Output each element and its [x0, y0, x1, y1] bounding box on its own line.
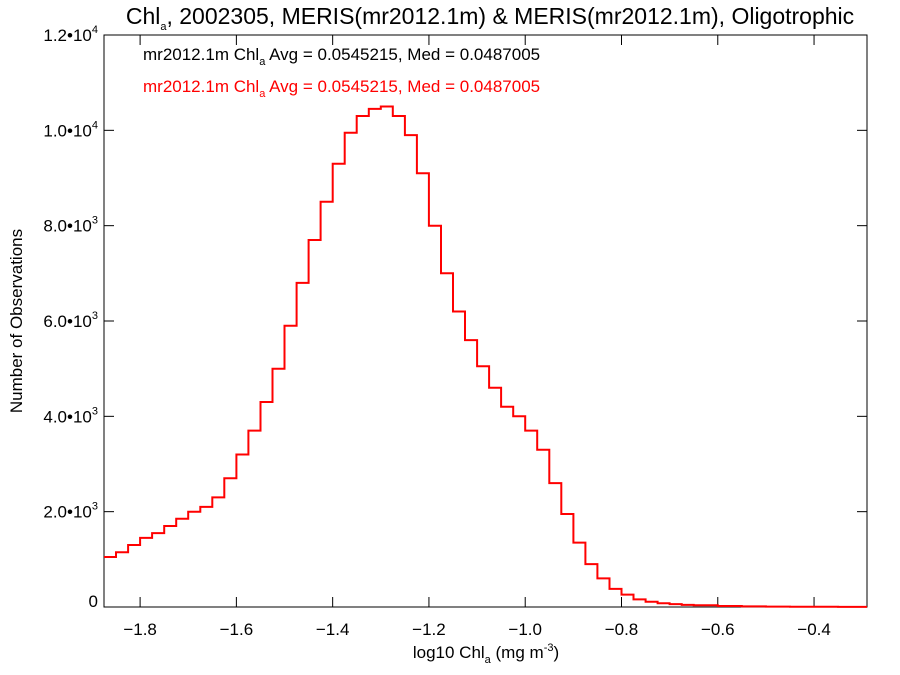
x-tick-label: −0.8 — [605, 620, 639, 639]
series-line-mr2012-1m — [104, 105, 867, 608]
x-tick-label: −0.4 — [797, 620, 831, 639]
legend-entry-1-main: mr2012.1m Chl — [143, 77, 259, 96]
legend-entry-0: mr2012.1m Chla Avg = 0.0545215, Med = 0.… — [143, 45, 540, 68]
x-axis-ticks: −1.8 −1.6 −1.4 −1.2 −1.0 −0.8 −0.6 −0.4 — [123, 35, 831, 639]
legend-entry-1-subscript: a — [259, 88, 266, 100]
y-tick-label: 8.0•103 — [43, 215, 98, 236]
legend-entry-1: mr2012.1m Chla Avg = 0.0545215, Med = 0.… — [143, 77, 540, 100]
legend-entry-1-rest: Avg = 0.0545215, Med = 0.0487005 — [265, 77, 540, 96]
x-axis-label-close: ) — [553, 643, 559, 662]
x-axis-label-main: log10 Chl — [413, 643, 485, 662]
x-axis-label-unit-superscript: -3 — [544, 642, 554, 654]
y-tick-label: 0 — [89, 592, 98, 611]
x-tick-label: −0.6 — [701, 620, 735, 639]
x-axis-label-unit: (mg m — [491, 643, 544, 662]
y-axis-label: Number of Observations — [7, 229, 26, 413]
x-tick-label: −1.2 — [412, 620, 446, 639]
x-tick-label: −1.0 — [508, 620, 542, 639]
y-tick-label: 2.0•103 — [43, 501, 98, 522]
y-tick-label: 1.0•104 — [43, 119, 98, 140]
legend-entry-0-main: mr2012.1m Chl — [143, 45, 259, 64]
legend-entry-0-rest: Avg = 0.0545215, Med = 0.0487005 — [265, 45, 540, 64]
chart-title: Chla, 2002305, MERIS(mr2012.1m) & MERIS(… — [126, 3, 854, 33]
chart-title-prefix-subscript: a — [160, 21, 167, 33]
y-tick-label: 4.0•103 — [43, 405, 98, 426]
x-axis-label: log10 Chla (mg m-3) — [413, 642, 559, 666]
y-axis-ticks: 0 2.0•103 4.0•103 6.0•103 8.0•103 1.0•104 1.2•… — [43, 24, 867, 611]
plot-frame — [103, 34, 868, 608]
x-tick-label: −1.6 — [220, 620, 254, 639]
y-tick-label: 6.0•103 — [43, 310, 98, 331]
x-tick-label: −1.4 — [316, 620, 350, 639]
chart-title-rest: , 2002305, MERIS(mr2012.1m) & MERIS(mr20… — [166, 3, 854, 29]
y-tick-label: 1.2•104 — [43, 24, 98, 45]
x-axis-label-subscript: a — [485, 654, 492, 666]
chart-title-prefix: Chl — [126, 3, 161, 29]
legend-entry-0-subscript: a — [259, 56, 266, 68]
x-tick-label: −1.8 — [123, 620, 157, 639]
